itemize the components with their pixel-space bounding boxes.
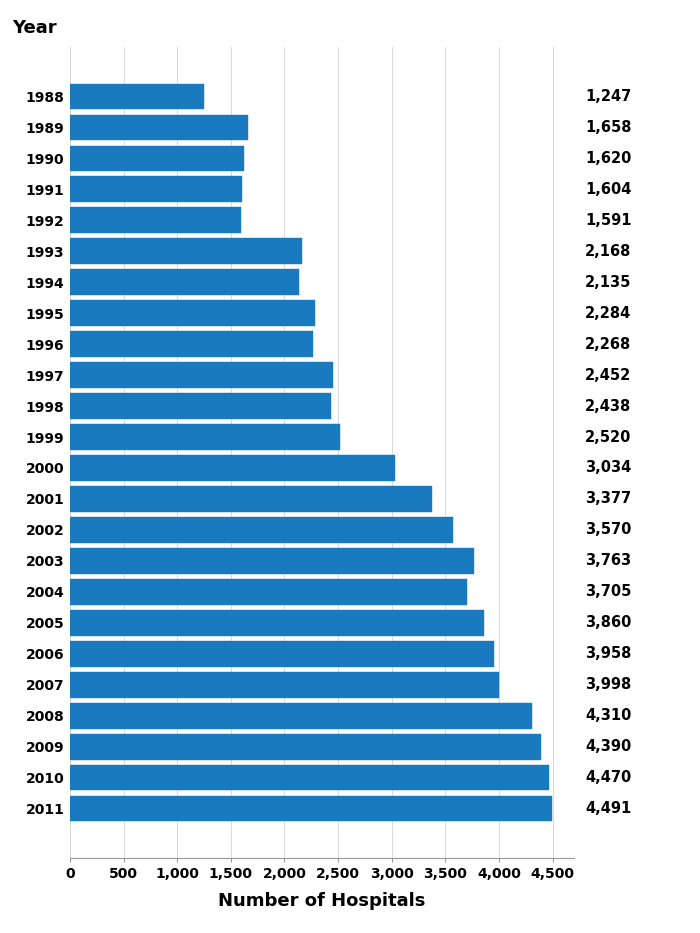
- Text: Year: Year: [12, 19, 57, 37]
- Bar: [70, 703, 532, 729]
- Text: 4,470: 4,470: [585, 771, 631, 786]
- Bar: [70, 84, 204, 109]
- Text: 3,998: 3,998: [585, 677, 631, 692]
- X-axis label: Number of Hospitals: Number of Hospitals: [218, 893, 426, 911]
- Bar: [70, 207, 241, 233]
- Text: 2,452: 2,452: [585, 368, 631, 383]
- Bar: [70, 579, 468, 605]
- Bar: [70, 549, 473, 574]
- Text: 3,763: 3,763: [585, 553, 631, 568]
- Text: 1,604: 1,604: [585, 182, 631, 197]
- Text: 4,491: 4,491: [585, 801, 631, 816]
- Bar: [70, 394, 331, 419]
- Text: 2,168: 2,168: [585, 244, 631, 258]
- Bar: [70, 176, 242, 202]
- Text: 3,860: 3,860: [585, 616, 631, 631]
- Bar: [70, 610, 484, 635]
- Bar: [70, 331, 313, 356]
- Bar: [70, 239, 302, 264]
- Bar: [70, 486, 432, 511]
- Text: 2,284: 2,284: [585, 306, 631, 321]
- Bar: [70, 270, 299, 295]
- Text: 1,591: 1,591: [585, 213, 631, 228]
- Text: 4,390: 4,390: [585, 739, 631, 754]
- Text: 1,247: 1,247: [585, 89, 631, 104]
- Bar: [70, 362, 333, 388]
- Bar: [70, 425, 340, 450]
- Bar: [70, 517, 453, 543]
- Text: 3,377: 3,377: [585, 492, 631, 507]
- Text: 2,268: 2,268: [585, 337, 631, 352]
- Text: 3,705: 3,705: [585, 584, 631, 599]
- Bar: [70, 115, 248, 140]
- Text: 1,620: 1,620: [585, 151, 631, 166]
- Text: 4,310: 4,310: [585, 708, 631, 723]
- Bar: [70, 641, 494, 666]
- Bar: [70, 455, 396, 480]
- Bar: [70, 300, 315, 326]
- Text: 3,958: 3,958: [585, 647, 631, 661]
- Text: 1,658: 1,658: [585, 119, 631, 134]
- Text: 3,570: 3,570: [585, 522, 631, 537]
- Bar: [70, 734, 541, 759]
- Bar: [70, 765, 550, 790]
- Bar: [70, 796, 552, 821]
- Text: 3,034: 3,034: [585, 461, 631, 476]
- Bar: [70, 146, 244, 171]
- Bar: [70, 672, 498, 698]
- Text: 2,438: 2,438: [585, 398, 631, 413]
- Text: 2,135: 2,135: [585, 274, 631, 289]
- Text: 2,520: 2,520: [585, 429, 631, 444]
